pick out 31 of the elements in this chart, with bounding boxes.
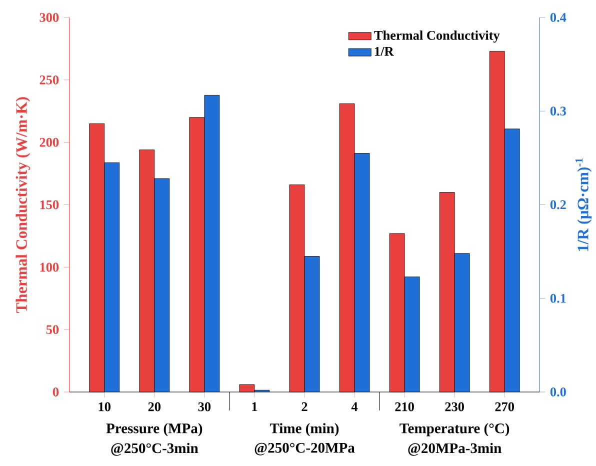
y-tick-label: 200 <box>40 138 59 147</box>
x-tick-label: 1 <box>252 402 258 411</box>
x-tick-label: 210 <box>395 402 414 412</box>
x-tick-label: 4 <box>351 402 358 411</box>
x-tick-label: 230 <box>445 402 464 412</box>
text: Time (min) <box>270 422 339 436</box>
y-tick-label: 150 <box>40 200 59 210</box>
legend-label: 1/R <box>375 46 394 56</box>
y2-axis-title: 1/R (μΩ·cm)$^{-1}$ <box>576 158 592 251</box>
y-axis-title: Thermal Conductivity (W/m·K) <box>16 97 30 313</box>
text: @250°C-3min <box>111 442 198 456</box>
y-tick-label: 50 <box>46 324 59 334</box>
y2-tick-label: 0.3 <box>550 106 566 116</box>
x-tick-label: 270 <box>495 402 514 412</box>
y-tick-label: 0 <box>52 387 59 396</box>
y2-tick-label: 0.4 <box>550 12 566 22</box>
x-tick-label: 30 <box>198 402 211 412</box>
x-tick-label: 10 <box>98 402 110 412</box>
y-tick-label: 300 <box>40 12 59 22</box>
x-tick-label: 20 <box>148 402 161 412</box>
y2-tick-label: 0.2 <box>550 200 566 210</box>
y-tick-label: 250 <box>40 75 59 84</box>
text: Pressure (MPa) <box>106 422 202 436</box>
y2-tick-label: 0.1 <box>550 294 566 303</box>
text: @250°C-20MPa <box>254 442 355 456</box>
y2-tick-label: 0.0 <box>550 387 566 396</box>
text: Temperature (°C) <box>400 422 510 436</box>
legend-label: Thermal Conductivity <box>374 30 500 42</box>
y-tick-label: 100 <box>40 262 59 272</box>
x-tick-label: 2 <box>302 402 308 411</box>
text: @20MPa-3min <box>408 442 502 456</box>
